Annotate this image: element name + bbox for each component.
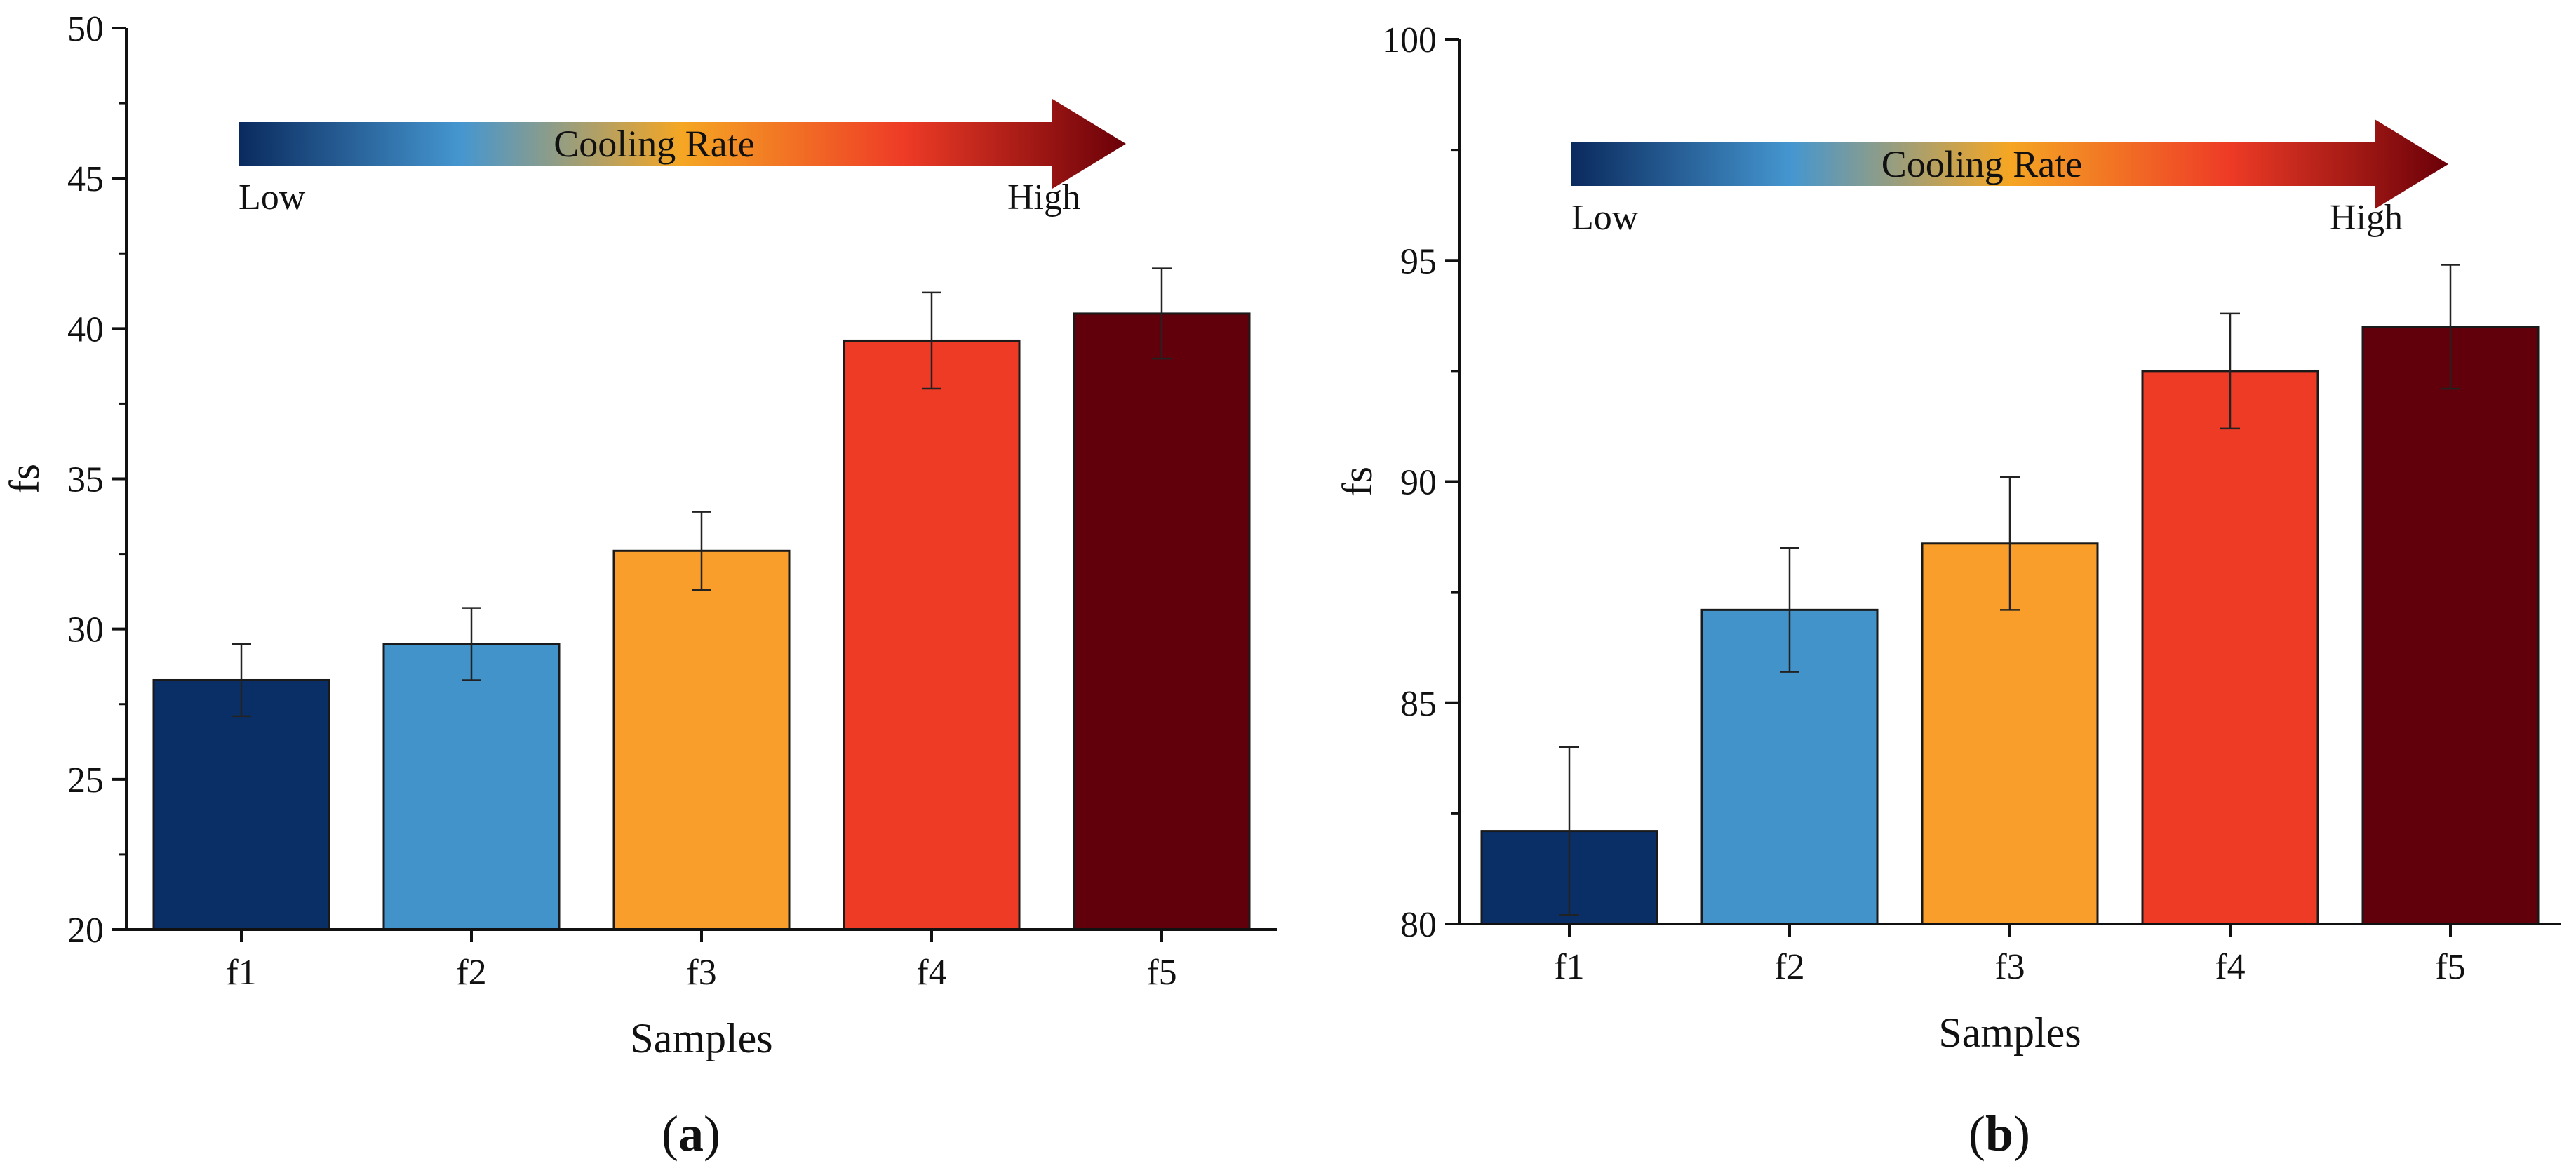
y-tick-label: 35 — [67, 460, 104, 500]
x-tick-label: f5 — [1146, 953, 1176, 993]
x-tick-label: f4 — [916, 953, 946, 993]
arrow-high-label: High — [1007, 177, 1080, 217]
x-tick-label: f3 — [1994, 947, 2025, 987]
y-tick-label: 95 — [1400, 241, 1437, 281]
bar-f1 — [152, 678, 330, 931]
arrow-low-label: Low — [239, 177, 306, 217]
panel-label-open: ( — [1968, 1106, 1985, 1162]
error-bars — [1559, 264, 2460, 916]
panel-label-b: (b) — [1968, 1106, 2030, 1162]
cooling-rate-arrow-shape — [1571, 119, 2448, 209]
y-tick-label: 85 — [1400, 684, 1437, 724]
y-axis-label: fs — [1, 464, 48, 494]
x-tick-labels: f1 f2 f3 f4 f5 — [226, 953, 1176, 993]
cooling-rate-arrow-shape — [239, 99, 1126, 189]
bar-f2 — [382, 643, 561, 931]
cooling-rate-arrow: Cooling Rate Low High — [239, 99, 1126, 217]
y-tick-label: 90 — [1400, 463, 1437, 503]
panel-label-open: ( — [662, 1106, 678, 1162]
x-tick-label: f1 — [1554, 947, 1584, 987]
panel-label-a: (a) — [662, 1106, 720, 1162]
axes — [1445, 38, 2561, 937]
y-tick-labels: 80 85 90 95 100 — [1382, 20, 1437, 945]
y-tick-label: 50 — [67, 9, 104, 49]
y-tick-label: 40 — [67, 309, 104, 349]
bar-f4 — [2141, 370, 2319, 925]
panel-label-letter: a — [678, 1106, 704, 1162]
error-bars — [232, 267, 1172, 718]
panel-label-letter: b — [1985, 1106, 2013, 1162]
y-tick-labels: 20 25 30 35 40 45 50 — [67, 9, 104, 951]
y-tick-label: 100 — [1382, 20, 1437, 60]
panel-label-close: ) — [704, 1106, 720, 1162]
y-tick-label: 20 — [67, 911, 104, 951]
chart-panel-b: Cooling Rate Low High 80 85 90 95 100 f1 f2 f3… — [1334, 20, 2561, 1162]
y-tick-label: 80 — [1400, 905, 1437, 945]
error-bar-f3 — [692, 511, 711, 591]
panel-label-close: ) — [2013, 1106, 2030, 1162]
x-tick-labels: f1 f2 f3 f4 f5 — [1554, 947, 2465, 987]
error-bar-f3 — [2000, 476, 2020, 611]
x-axis-label: Samples — [1938, 1010, 2081, 1056]
x-tick-label: f2 — [1774, 947, 1804, 987]
arrow-low-label: Low — [1571, 198, 1639, 238]
axes — [112, 27, 1277, 942]
error-bar-f1 — [232, 643, 251, 718]
error-bar-f4 — [2220, 312, 2240, 430]
error-bar-f4 — [922, 291, 941, 390]
error-bar-f2 — [1780, 547, 1799, 673]
x-tick-label: f4 — [2215, 947, 2245, 987]
bar-series — [152, 312, 1251, 931]
x-tick-label: f2 — [456, 953, 486, 993]
y-axis-label: fs — [1334, 467, 1381, 497]
y-tick-label: 45 — [67, 159, 104, 199]
x-tick-label: f5 — [2435, 947, 2465, 987]
cooling-rate-label: Cooling Rate — [554, 123, 754, 165]
error-bar-f5 — [2441, 264, 2460, 390]
y-tick-label: 30 — [67, 610, 104, 650]
arrow-high-label: High — [2330, 198, 2403, 238]
x-tick-label: f1 — [226, 953, 256, 993]
bar-f5 — [1073, 312, 1251, 931]
x-tick-label: f3 — [686, 953, 716, 993]
y-tick-label: 25 — [67, 760, 104, 800]
cooling-rate-arrow: Cooling Rate Low High — [1571, 119, 2448, 238]
x-axis-label: Samples — [630, 1015, 772, 1061]
bar-f4 — [843, 339, 1021, 931]
cooling-rate-label: Cooling Rate — [1881, 143, 2082, 185]
bar-f5 — [2361, 326, 2540, 925]
error-bar-f2 — [462, 607, 481, 681]
error-bar-f5 — [1152, 267, 1172, 360]
bar-f3 — [612, 549, 791, 931]
error-bar-f1 — [1559, 746, 1579, 916]
bar-series — [1480, 326, 2540, 925]
